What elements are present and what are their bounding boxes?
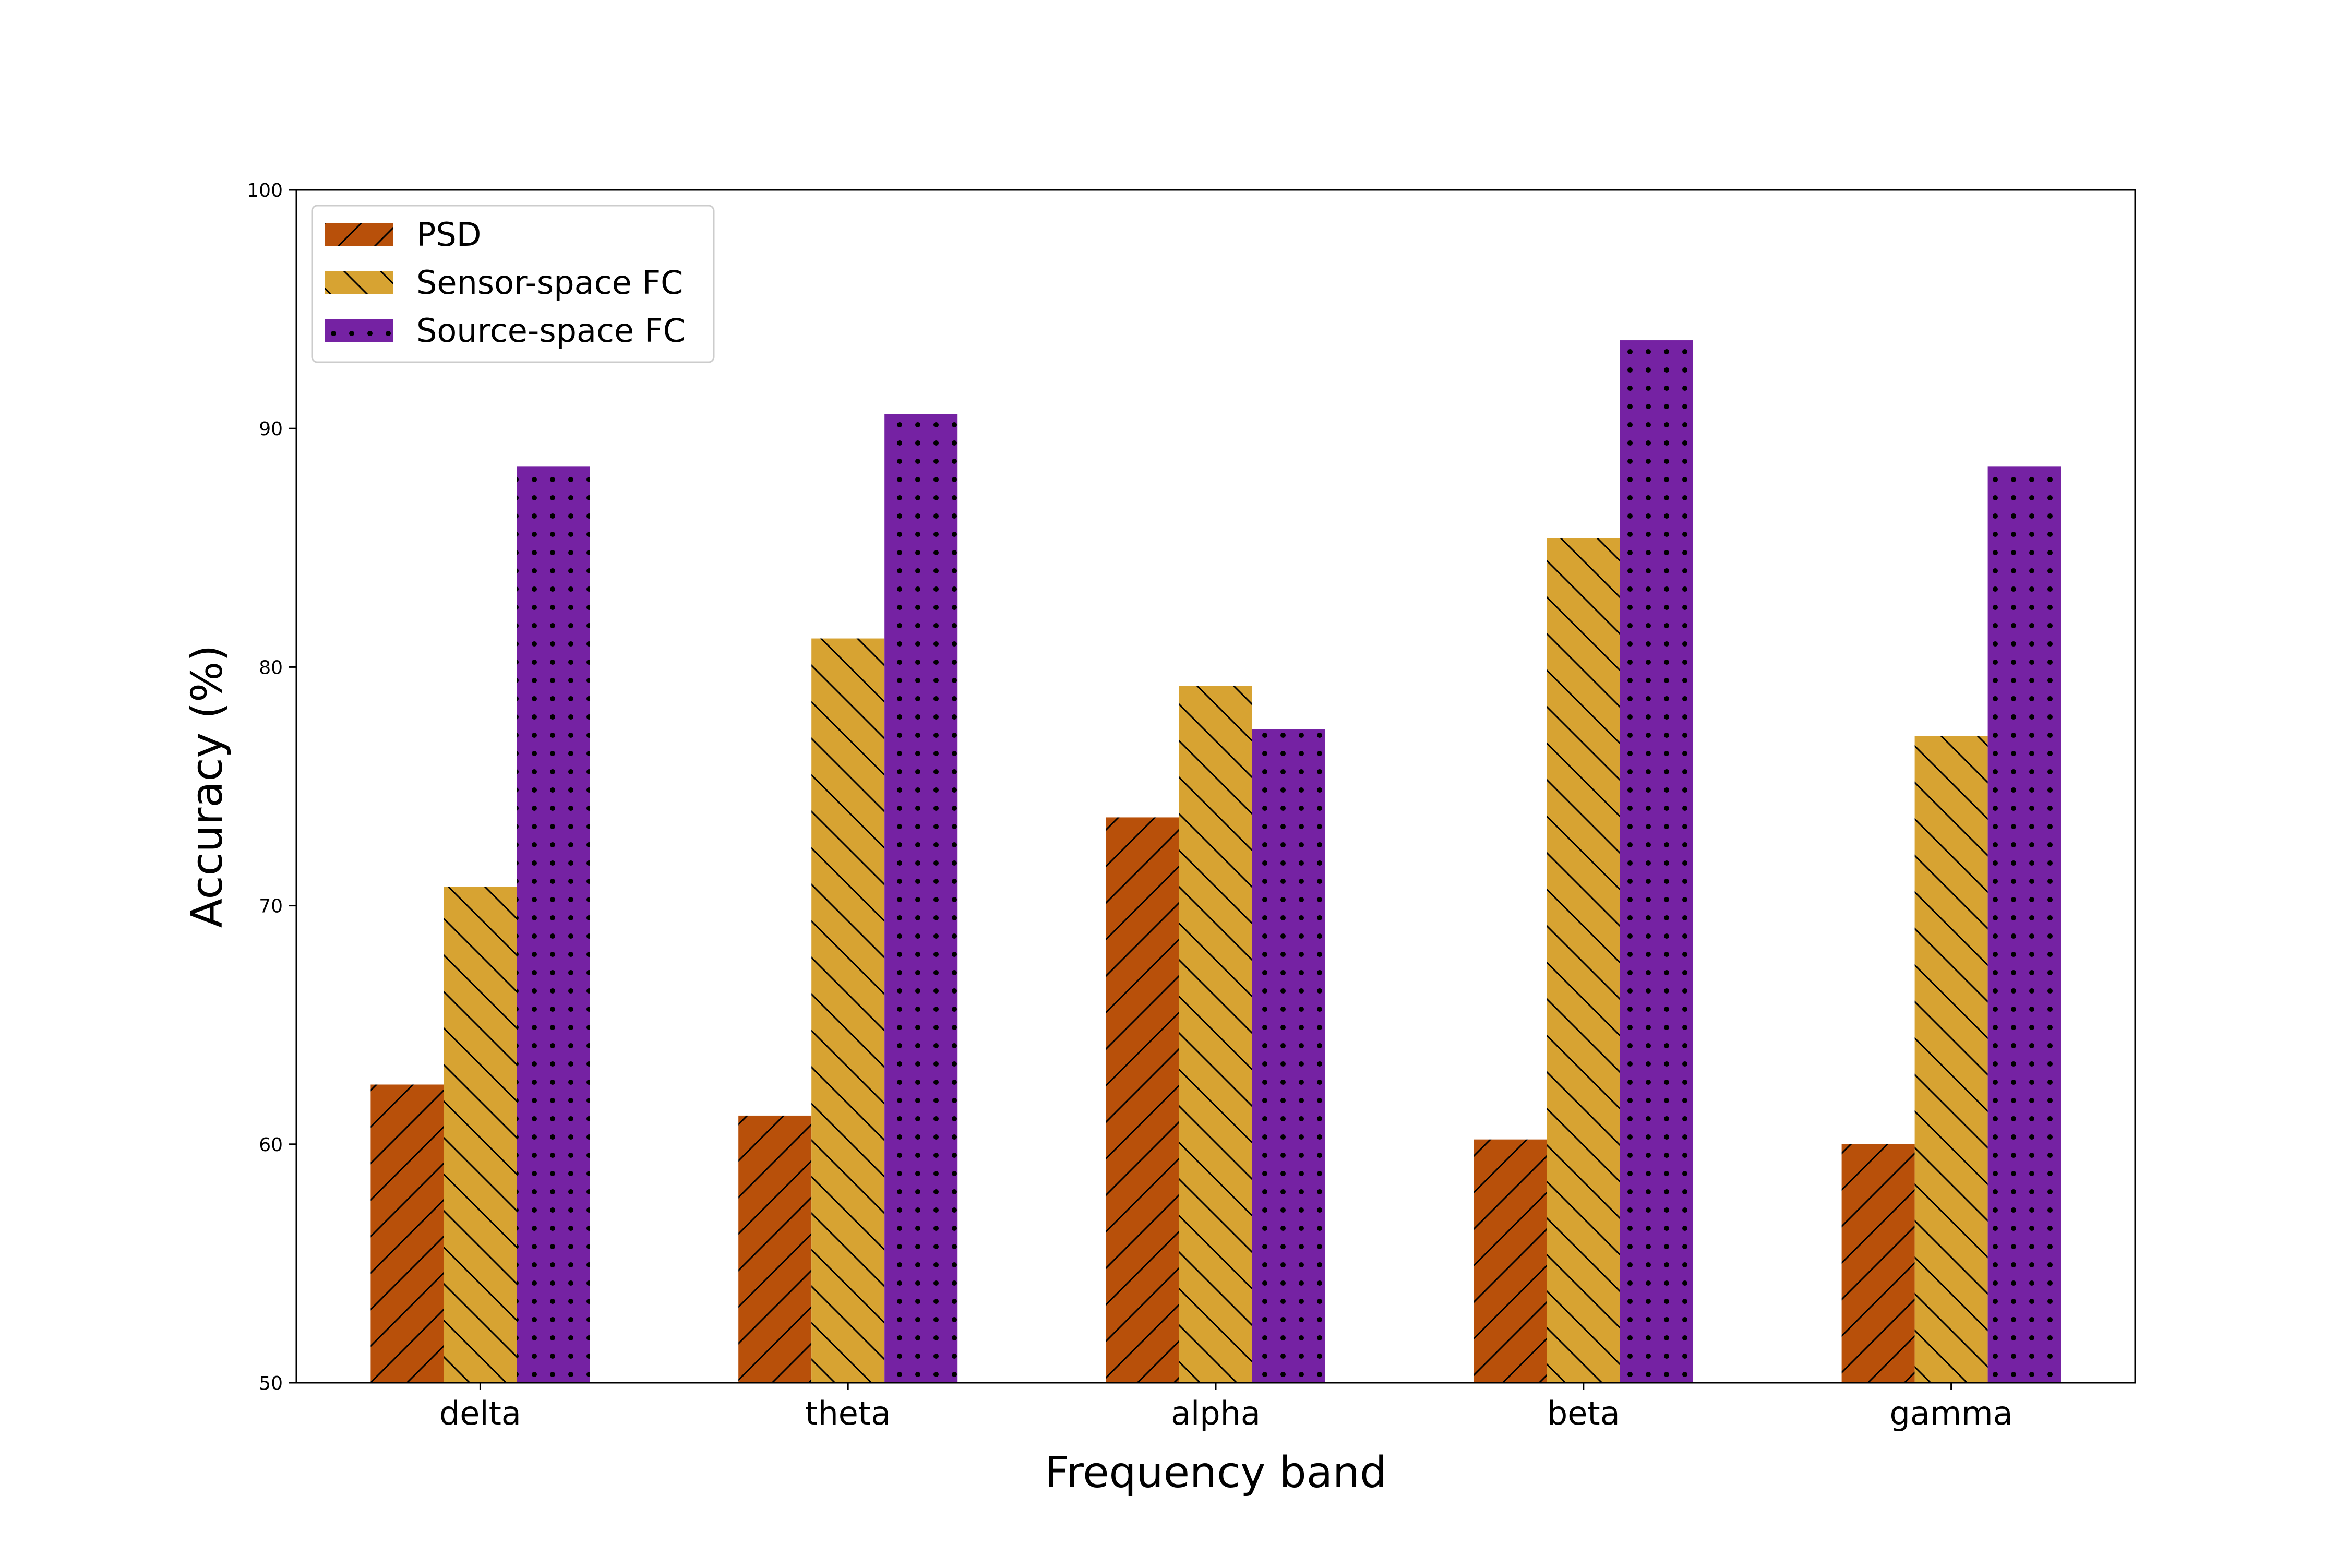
bar-theta-psd — [738, 1115, 812, 1383]
bar-theta-source-space-fc — [884, 414, 958, 1383]
bar-theta-sensor-space-fc — [811, 638, 885, 1383]
bar-alpha-source-space-fc — [1252, 729, 1325, 1383]
x-tick-label-alpha: alpha — [1171, 1394, 1261, 1432]
y-tick-label-80: 80 — [259, 657, 283, 678]
legend-label-psd: PSD — [416, 216, 481, 254]
y-tick-label-90: 90 — [259, 418, 283, 440]
bar-delta-psd — [370, 1084, 444, 1383]
bar-gamma-sensor-space-fc — [1914, 736, 1988, 1383]
y-tick-label-50: 50 — [259, 1373, 283, 1394]
legend-swatch-sensor-space-fc — [325, 271, 393, 294]
y-tick-label-60: 60 — [259, 1134, 283, 1156]
x-tick-label-delta: delta — [439, 1394, 521, 1432]
x-axis-title: Frequency band — [1045, 1448, 1387, 1498]
legend-box — [311, 205, 715, 363]
legend: PSD Sensor-space FC Source-space FC — [311, 205, 715, 363]
bar-beta-psd — [1474, 1139, 1547, 1383]
bar-alpha-psd — [1106, 817, 1179, 1383]
x-tick-label-gamma: gamma — [1890, 1394, 2013, 1432]
legend-swatch-psd — [325, 223, 393, 246]
x-tick-label-theta: theta — [805, 1394, 891, 1432]
bar-beta-source-space-fc — [1620, 340, 1693, 1383]
bar-alpha-sensor-space-fc — [1179, 686, 1252, 1383]
legend-label-sensor-space-fc: Sensor-space FC — [416, 264, 683, 302]
bars-layer — [370, 340, 2061, 1383]
legend-label-source-space-fc: Source-space FC — [416, 312, 686, 350]
bar-gamma-psd — [1841, 1144, 1915, 1383]
bar-gamma-source-space-fc — [1987, 466, 2061, 1383]
legend-swatch-source-space-fc — [325, 319, 393, 342]
x-tick-label-beta: beta — [1547, 1394, 1620, 1432]
y-tick-label-70: 70 — [259, 896, 283, 917]
bar-delta-source-space-fc — [517, 466, 590, 1383]
y-axis-title: Accuracy (%) — [183, 645, 232, 928]
y-tick-label-100: 100 — [247, 180, 283, 201]
bar-delta-sensor-space-fc — [444, 887, 517, 1383]
bar-beta-sensor-space-fc — [1547, 538, 1620, 1383]
axes-layer: 50 60 70 80 90 100 delta theta alpha beta gamma Fre… — [183, 180, 2136, 1498]
